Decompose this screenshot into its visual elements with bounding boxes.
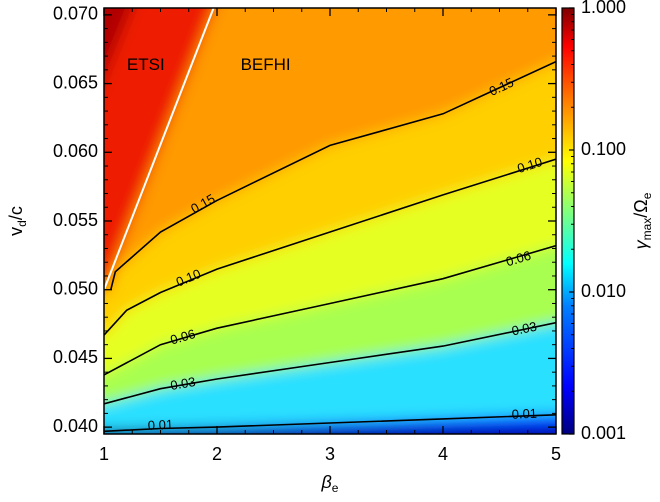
y-tick-label-2: 0.050 bbox=[53, 278, 98, 298]
x-tick-label-2: 2 bbox=[212, 444, 222, 464]
x-tick-label-1: 1 bbox=[99, 444, 109, 464]
cbar-tick-label-2: 0.100 bbox=[581, 139, 626, 159]
y-axis: 0.040 0.045 0.050 0.055 0.060 0.065 0.070 bbox=[53, 4, 556, 436]
y-tick-label-3: 0.055 bbox=[53, 210, 98, 230]
colorbar-label-mid: /Ω bbox=[631, 199, 651, 217]
contour-label-7: 0.06 bbox=[504, 248, 533, 270]
contour-line-0.06 bbox=[104, 244, 556, 376]
colorbar-label-sub-e: e bbox=[640, 192, 654, 199]
contour-label-layer: 0.010.030.060.100.150.150.100.060.030.01 bbox=[147, 75, 544, 433]
colorbar-label-sub-max: max bbox=[640, 218, 654, 241]
contour-line-0.03 bbox=[104, 321, 556, 405]
x-axis-label-sub: e bbox=[332, 481, 339, 495]
y-tick-label-1: 0.045 bbox=[53, 347, 98, 367]
y-tick-label-6: 0.070 bbox=[53, 4, 98, 24]
x-tick-label-3: 3 bbox=[325, 444, 335, 464]
colorbar-label-main: γ bbox=[631, 239, 651, 249]
y-axis-label-sub: d bbox=[15, 220, 29, 227]
cbar-tick-label-0: 0.001 bbox=[581, 423, 626, 443]
heatmap-band-below-0.03 bbox=[104, 322, 556, 434]
contour-label-0: 0.01 bbox=[147, 417, 173, 433]
colorbar-axis: 0.001 0.010 0.100 1.000 bbox=[569, 0, 626, 443]
heatmap-band-etsi-core bbox=[104, 8, 132, 78]
contour-label-1: 0.03 bbox=[169, 374, 196, 393]
x-tick-label-4: 4 bbox=[438, 444, 448, 464]
x-tick-label-5: 5 bbox=[551, 444, 561, 464]
x-axis-label-main: β bbox=[321, 472, 332, 492]
colorbar bbox=[561, 7, 575, 435]
contour-label-9: 0.01 bbox=[511, 406, 537, 422]
contour-lines bbox=[104, 60, 556, 433]
y-axis-label-tail: /c bbox=[6, 206, 26, 220]
contour-line-0.10 bbox=[104, 158, 556, 336]
contour-line-0.01 bbox=[104, 414, 556, 433]
contour-label-6: 0.10 bbox=[515, 154, 544, 176]
contour-line-0.15 bbox=[110, 60, 556, 290]
y-tick-label-4: 0.060 bbox=[53, 141, 98, 161]
y-axis-label: vd/c bbox=[6, 206, 29, 236]
region-label-befhi: BEFHI bbox=[241, 55, 291, 74]
cbar-tick-label-1: 0.010 bbox=[581, 281, 626, 301]
colorbar-label: γmax/Ωe bbox=[631, 192, 654, 249]
cbar-tick-label-3: 1.000 bbox=[581, 0, 626, 17]
boundary-layer bbox=[104, 8, 215, 291]
annotation-layer: ETSI BEFHI bbox=[127, 55, 291, 74]
contour-label-8: 0.03 bbox=[510, 319, 538, 339]
etsi-befhi-boundary bbox=[104, 8, 215, 291]
contour-label-2: 0.06 bbox=[169, 326, 198, 348]
y-tick-label-5: 0.065 bbox=[53, 72, 98, 92]
y-axis-label-main: v bbox=[6, 227, 26, 236]
x-axis-label: βe bbox=[321, 472, 339, 495]
region-label-etsi: ETSI bbox=[127, 55, 165, 74]
x-axis: 1 2 3 4 5 bbox=[99, 8, 561, 464]
y-tick-label-0: 0.040 bbox=[53, 416, 98, 436]
